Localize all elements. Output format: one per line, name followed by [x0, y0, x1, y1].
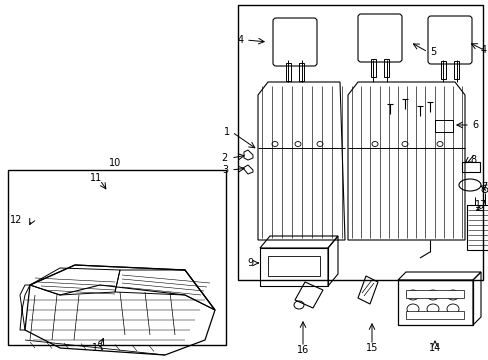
Bar	[466, 205, 488, 250]
Text: 3: 3	[222, 165, 227, 175]
Bar	[8, 170, 225, 345]
Text: 8: 8	[469, 155, 475, 165]
Bar	[405, 290, 463, 298]
Text: 11: 11	[90, 173, 102, 183]
Text: 5: 5	[429, 47, 435, 57]
Bar	[434, 120, 452, 132]
Text: 2: 2	[221, 153, 227, 163]
Text: 7: 7	[480, 182, 486, 192]
Text: 14: 14	[428, 343, 440, 353]
Bar	[383, 59, 388, 77]
Text: 13: 13	[92, 343, 104, 353]
Text: 4: 4	[237, 35, 244, 45]
Text: 9: 9	[246, 258, 252, 268]
Bar	[453, 61, 458, 79]
Bar	[440, 61, 445, 79]
Text: 15: 15	[365, 343, 377, 353]
Bar	[238, 5, 482, 280]
Bar	[298, 63, 304, 81]
Text: 1: 1	[224, 127, 229, 137]
Text: 10: 10	[109, 158, 121, 168]
Bar	[405, 311, 463, 319]
Bar	[461, 162, 479, 172]
Bar	[285, 63, 290, 81]
Text: 12: 12	[10, 215, 22, 225]
Bar	[397, 280, 472, 325]
Text: 16: 16	[296, 345, 308, 355]
Bar	[370, 59, 375, 77]
Text: 6: 6	[471, 120, 477, 130]
Text: 4: 4	[480, 45, 486, 55]
Text: 17: 17	[474, 200, 486, 210]
